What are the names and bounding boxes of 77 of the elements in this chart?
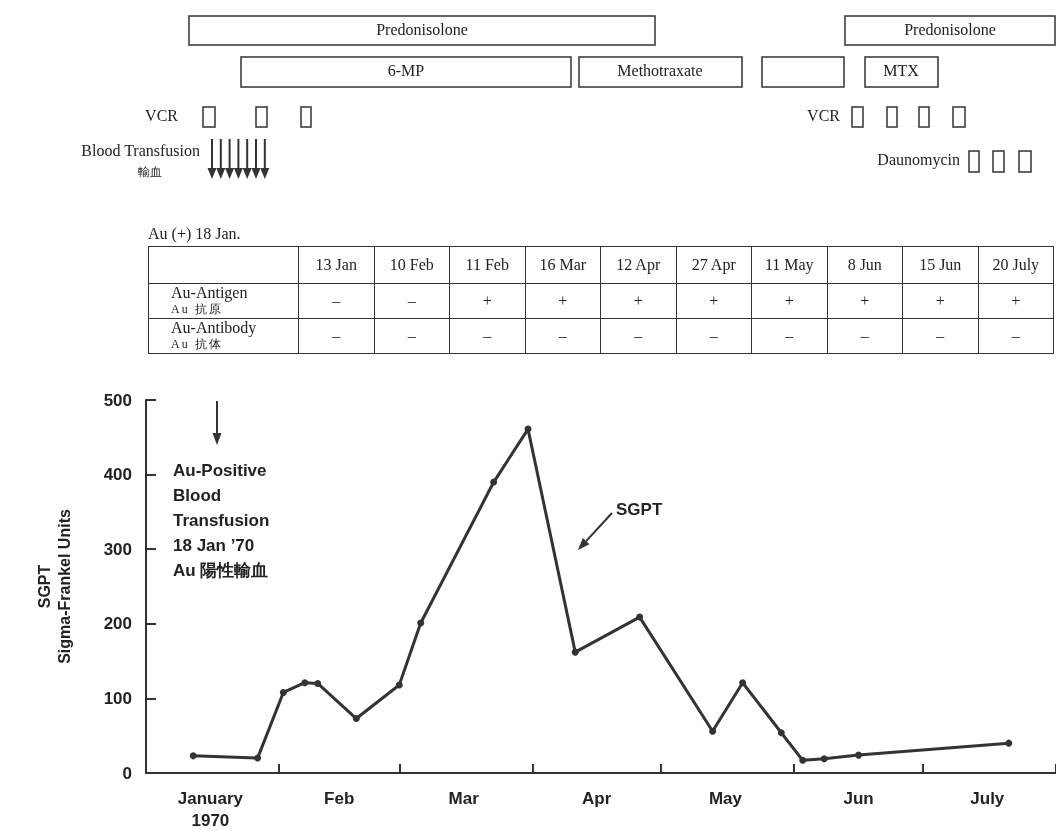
annotation: SGPT bbox=[616, 500, 663, 519]
y-tick-label: 0 bbox=[122, 763, 132, 783]
text: – bbox=[709, 327, 718, 344]
x-tick-label: 12 Apr bbox=[600, 246, 676, 284]
x-tick-label: 13 Jan bbox=[298, 246, 374, 284]
text: Predonisolone bbox=[904, 20, 996, 38]
x-tick-label: 11 May bbox=[751, 246, 827, 284]
text: VCR bbox=[807, 106, 841, 124]
text: VCR bbox=[145, 106, 179, 124]
y-tick-label: Au-Antigen Au 抗原 bbox=[148, 283, 299, 319]
point bbox=[314, 679, 322, 687]
x-tick-label: 27 Apr bbox=[676, 246, 752, 284]
point bbox=[571, 648, 579, 656]
text: Daunomycin bbox=[877, 150, 960, 169]
y-axis-title: SGPT Sigma-Frankel Units bbox=[35, 509, 73, 664]
annotation: Au-Positive Blood Transfusion 18 Jan ’70 Au 陽性輸血 bbox=[173, 461, 270, 580]
text: + bbox=[558, 292, 568, 309]
point bbox=[636, 613, 644, 621]
y-tick-label: 300 bbox=[103, 539, 132, 559]
text: – bbox=[483, 327, 492, 344]
point bbox=[279, 688, 287, 696]
y-tick-label: 100 bbox=[103, 688, 132, 708]
text: + bbox=[860, 292, 870, 309]
x-tick-label: July bbox=[970, 788, 1005, 808]
point bbox=[254, 754, 262, 762]
text: – bbox=[634, 327, 643, 344]
y-tick-label: 400 bbox=[103, 465, 132, 485]
point bbox=[189, 752, 197, 760]
text: + bbox=[709, 292, 719, 309]
x-tick-label: Mar bbox=[448, 788, 480, 808]
chart-title: Au (+) 18 Jan. bbox=[148, 224, 242, 245]
text: + bbox=[1011, 292, 1021, 309]
text: Blood Transfusion bbox=[81, 141, 200, 159]
point bbox=[1005, 739, 1013, 747]
point bbox=[417, 619, 425, 627]
text: – bbox=[332, 292, 341, 309]
text: + bbox=[482, 292, 492, 309]
point bbox=[739, 679, 747, 687]
text: – bbox=[936, 327, 945, 344]
text: 6-MP bbox=[387, 61, 425, 79]
text: – bbox=[407, 327, 416, 344]
x-tick-label: 10 Feb bbox=[374, 246, 450, 284]
point bbox=[709, 727, 717, 735]
x-tick-label: 11 Feb bbox=[449, 246, 525, 284]
text: – bbox=[407, 292, 416, 309]
x-tick-label: Feb bbox=[324, 788, 355, 808]
text: Methotraxate bbox=[617, 61, 703, 79]
x-tick-label: January 1970 bbox=[177, 788, 244, 830]
point bbox=[490, 478, 498, 486]
point bbox=[855, 751, 863, 759]
point bbox=[799, 756, 807, 764]
x-tick-label: 8 Jun bbox=[827, 246, 903, 284]
text: Predonisolone bbox=[376, 20, 468, 38]
text: – bbox=[860, 327, 869, 344]
text: – bbox=[558, 327, 567, 344]
y-tick-label: 200 bbox=[103, 614, 132, 634]
y-tick-label: Au-Antibody Au 抗体 bbox=[148, 318, 299, 354]
x-tick-label: Apr bbox=[582, 788, 612, 808]
x-tick-label: May bbox=[708, 788, 743, 808]
x-tick-label: 16 Mar bbox=[525, 246, 601, 284]
y-tick-label: 500 bbox=[103, 390, 132, 410]
text: – bbox=[332, 327, 341, 344]
text: MTX bbox=[883, 61, 920, 79]
x-tick-label: 15 Jun bbox=[902, 246, 978, 284]
text: – bbox=[1011, 327, 1020, 344]
point bbox=[301, 679, 309, 687]
point bbox=[395, 681, 403, 689]
x-tick-label: 20 July bbox=[978, 246, 1054, 284]
text: 輸血 bbox=[138, 164, 162, 179]
text: + bbox=[935, 292, 945, 309]
x-tick-label: Jun bbox=[843, 788, 874, 808]
text: + bbox=[633, 292, 643, 309]
point bbox=[777, 729, 785, 737]
point bbox=[352, 715, 360, 723]
text: – bbox=[785, 327, 794, 344]
point bbox=[820, 755, 828, 763]
text: + bbox=[784, 292, 794, 309]
